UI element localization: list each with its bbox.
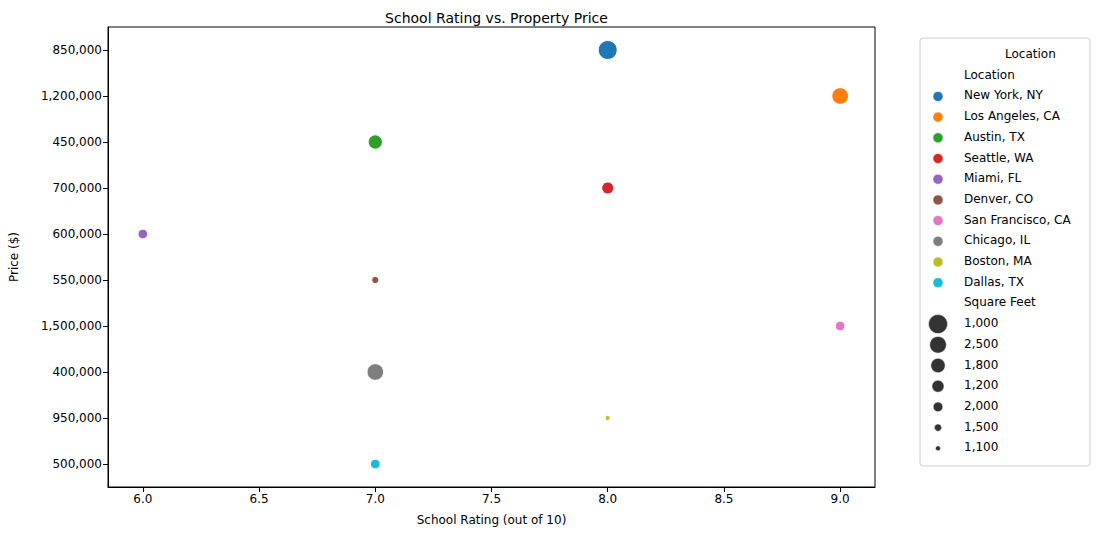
svg-text:Price ($): Price ($)	[7, 232, 21, 282]
svg-text:2,500: 2,500	[964, 337, 998, 351]
svg-text:500,000: 500,000	[52, 457, 102, 471]
svg-text:550,000: 550,000	[52, 273, 102, 287]
svg-text:450,000: 450,000	[52, 135, 102, 149]
svg-text:400,000: 400,000	[52, 365, 102, 379]
svg-text:600,000: 600,000	[52, 227, 102, 241]
svg-text:9.0: 9.0	[831, 492, 850, 506]
svg-text:8.5: 8.5	[714, 492, 733, 506]
svg-text:Boston, MA: Boston, MA	[964, 254, 1032, 268]
svg-text:Denver, CO: Denver, CO	[964, 192, 1033, 206]
svg-text:8.0: 8.0	[598, 492, 617, 506]
svg-text:Location: Location	[1005, 47, 1056, 61]
svg-text:New York, NY: New York, NY	[964, 88, 1044, 102]
svg-text:1,800: 1,800	[964, 358, 998, 372]
svg-text:7.0: 7.0	[366, 492, 385, 506]
svg-text:Miami, FL: Miami, FL	[964, 171, 1022, 185]
svg-text:2,000: 2,000	[964, 399, 998, 413]
svg-text:850,000: 850,000	[52, 43, 102, 57]
svg-text:Austin, TX: Austin, TX	[964, 130, 1025, 144]
svg-text:Los Angeles, CA: Los Angeles, CA	[964, 109, 1061, 123]
svg-text:1,500: 1,500	[964, 420, 998, 434]
svg-text:700,000: 700,000	[52, 181, 102, 195]
svg-text:1,000: 1,000	[964, 316, 998, 330]
svg-text:School Rating (out of 10): School Rating (out of 10)	[417, 513, 567, 527]
svg-text:San Francisco, CA: San Francisco, CA	[964, 213, 1071, 227]
svg-text:Square Feet: Square Feet	[964, 295, 1036, 309]
svg-text:1,100: 1,100	[964, 440, 998, 454]
svg-text:Location: Location	[964, 68, 1015, 82]
svg-text:7.5: 7.5	[482, 492, 501, 506]
svg-text:Chicago, IL: Chicago, IL	[964, 233, 1030, 247]
svg-text:1,200,000: 1,200,000	[41, 89, 102, 103]
svg-text:950,000: 950,000	[52, 411, 102, 425]
svg-text:1,500,000: 1,500,000	[41, 319, 102, 333]
svg-text:6.0: 6.0	[133, 492, 152, 506]
svg-text:6.5: 6.5	[250, 492, 269, 506]
svg-text:School Rating vs. Property Pri: School Rating vs. Property Price	[385, 10, 608, 26]
svg-text:Seattle, WA: Seattle, WA	[964, 151, 1034, 165]
svg-text:1,200: 1,200	[964, 378, 998, 392]
svg-text:Dallas, TX: Dallas, TX	[964, 275, 1024, 289]
